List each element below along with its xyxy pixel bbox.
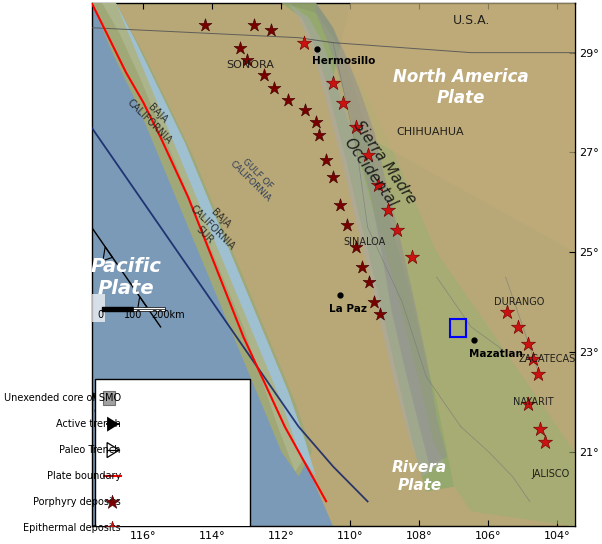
Point — [270, 83, 279, 92]
Point — [249, 21, 258, 29]
Polygon shape — [102, 3, 302, 472]
Point — [373, 181, 383, 189]
Point — [370, 298, 379, 306]
Point — [311, 118, 321, 127]
Point — [108, 523, 117, 532]
Point — [299, 38, 309, 47]
Text: DURANGO: DURANGO — [494, 297, 545, 307]
Point — [541, 437, 550, 446]
Point — [342, 220, 352, 229]
Point — [321, 156, 331, 164]
Text: La Paz: La Paz — [329, 305, 367, 314]
Polygon shape — [92, 3, 575, 527]
Point — [200, 21, 210, 29]
Text: GULF OF
CALIFORNIA: GULF OF CALIFORNIA — [228, 151, 280, 203]
Point — [235, 44, 245, 52]
Text: ZACATECAS: ZACATECAS — [518, 354, 576, 364]
Polygon shape — [92, 3, 333, 527]
Polygon shape — [95, 401, 102, 411]
Point — [503, 307, 512, 316]
Polygon shape — [158, 480, 164, 491]
Point — [523, 400, 533, 409]
Text: North America
Plate: North America Plate — [393, 68, 529, 107]
Text: SONORA: SONORA — [226, 60, 275, 70]
Point — [392, 225, 402, 234]
Text: U.S.A.: U.S.A. — [453, 14, 490, 27]
Polygon shape — [288, 3, 444, 477]
Point — [364, 277, 374, 286]
Point — [328, 78, 338, 87]
Polygon shape — [169, 492, 176, 503]
Polygon shape — [107, 417, 119, 431]
Point — [363, 151, 373, 159]
Point — [335, 200, 345, 209]
Polygon shape — [316, 3, 447, 467]
Text: 200km: 200km — [151, 311, 185, 320]
Polygon shape — [116, 3, 316, 477]
Text: JALISCO: JALISCO — [532, 469, 569, 479]
Bar — [36, 294, 105, 322]
Text: Plate boundary: Plate boundary — [46, 471, 121, 481]
Polygon shape — [205, 515, 211, 526]
Text: NAYARIT: NAYARIT — [513, 397, 553, 407]
Polygon shape — [123, 442, 130, 453]
Point — [300, 106, 310, 114]
Point — [351, 243, 361, 251]
Point — [375, 310, 385, 319]
Point — [408, 253, 417, 262]
Point — [358, 263, 367, 271]
Text: CHIHUAHUA: CHIHUAHUA — [396, 127, 464, 138]
Point — [266, 26, 276, 35]
Point — [108, 498, 117, 506]
Text: 0: 0 — [97, 311, 104, 320]
Point — [535, 425, 545, 434]
Point — [328, 173, 338, 182]
FancyBboxPatch shape — [95, 379, 250, 531]
Point — [314, 131, 324, 139]
Point — [529, 355, 538, 364]
Polygon shape — [102, 415, 110, 425]
Text: Sierra Madre
Occidental: Sierra Madre Occidental — [337, 118, 419, 217]
Point — [259, 71, 269, 79]
Bar — [450, 319, 466, 337]
Point — [513, 323, 523, 331]
Text: 100: 100 — [124, 311, 143, 320]
Polygon shape — [193, 510, 199, 521]
Text: BAJA
CALIFORNIA: BAJA CALIFORNIA — [125, 89, 182, 146]
Polygon shape — [134, 455, 141, 466]
Point — [533, 370, 543, 379]
Point — [242, 56, 252, 65]
Point — [523, 340, 533, 349]
Text: Hermosillo: Hermosillo — [312, 56, 375, 66]
Polygon shape — [333, 3, 575, 252]
Point — [351, 123, 361, 132]
Text: Epithermal deposits: Epithermal deposits — [23, 523, 121, 533]
Text: SINALOA: SINALOA — [343, 237, 385, 247]
Point — [339, 98, 349, 107]
Bar — [103, 391, 115, 405]
Text: Unexended core of SMO: Unexended core of SMO — [4, 393, 121, 403]
Point — [383, 206, 393, 214]
Text: Active trench: Active trench — [56, 419, 121, 429]
Polygon shape — [281, 3, 454, 491]
Polygon shape — [281, 3, 575, 527]
Point — [284, 96, 293, 104]
Polygon shape — [92, 3, 312, 477]
Text: BAJA
CALIFORNIA
SUR: BAJA CALIFORNIA SUR — [180, 195, 245, 259]
Text: Porphyry deposits: Porphyry deposits — [33, 497, 121, 507]
Text: Pacific
Plate: Pacific Plate — [91, 257, 161, 298]
Text: Rivera
Plate: Rivera Plate — [392, 460, 447, 493]
Text: Mazatlan: Mazatlan — [469, 349, 523, 360]
Text: Paleo Trench: Paleo Trench — [60, 445, 121, 455]
